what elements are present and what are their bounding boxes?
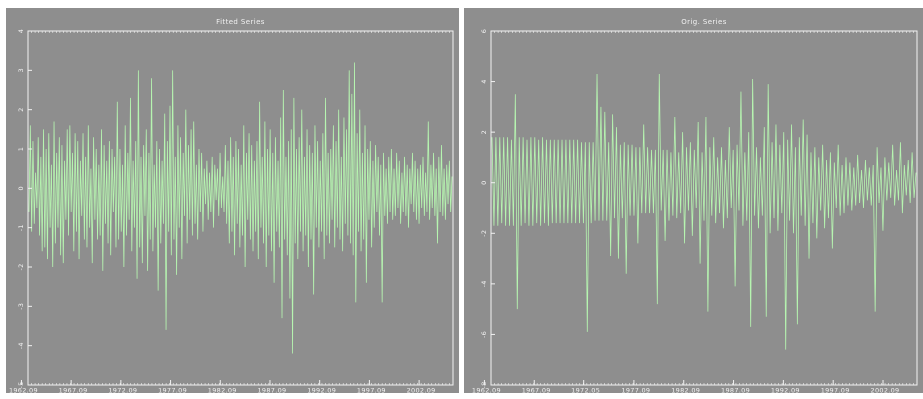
fitted-x-tick-label: 1972.09 [108,387,137,394]
orig-series-chart: Orig. Series6420-2-4-6-81962.091967.0919… [464,8,923,393]
fitted-y-tick-label: 4 [17,29,25,33]
fitted-y-tick-label: 2 [17,107,25,111]
fitted-series-plot: Fitted Series43210-1-2-3-4-51962.091967.… [9,18,454,394]
orig-series-line-0 [491,73,917,350]
fitted-x-tick-label: 1962.09 [9,387,38,394]
fitted-x-tick-label: 1982.09 [208,387,237,394]
fitted-y-tick-label: -4 [17,342,25,349]
fitted-y-tick-label: 1 [17,147,25,151]
orig-y-tick-label: 0 [480,180,488,184]
orig-x-tick-label: 1962.09 [472,387,501,394]
fitted-y-tick-label: -3 [17,303,25,310]
orig-y-tick-label: -2 [480,230,488,237]
fitted-chart-title: Fitted Series [216,18,265,26]
orig-x-tick-label: 2002.09 [871,387,900,394]
fitted-y-tick-label: 0 [17,186,25,190]
orig-chart-title: Orig. Series [681,18,727,26]
orig-y-tick-label: 6 [480,29,488,33]
fitted-x-tick-label: 1992.09 [307,387,336,394]
fitted-x-tick-label: 1967.09 [59,387,88,394]
fitted-y-tick-label: -2 [17,263,25,270]
orig-x-tick-label: 1982.09 [671,387,700,394]
fitted-x-tick-label: 1997.09 [357,387,386,394]
orig-y-tick-label: 2 [480,130,488,134]
fitted-x-tick-label: 2002.09 [407,387,436,394]
orig-x-tick-label: 1997.09 [821,387,850,394]
orig-x-tick-label: 1972.05 [571,387,600,394]
orig-y-tick-label: 4 [480,79,488,83]
orig-y-tick-label: -4 [480,280,488,287]
fitted-series-line-0 [28,62,453,354]
fitted-x-tick-label: 1977.09 [158,387,187,394]
fitted-series-chart: Fitted Series43210-1-2-3-4-51962.091967.… [6,8,459,393]
fitted-x-tick-label: 1987.09 [257,387,286,394]
orig-series-plot: Orig. Series6420-2-4-6-81962.091967.0919… [472,18,918,394]
orig-x-tick-label: 1977.09 [621,387,650,394]
orig-x-tick-label: 1987.09 [721,387,750,394]
fitted-y-tick-label: -1 [17,224,25,231]
orig-y-tick-label: -6 [480,331,488,338]
fitted-y-tick-label: 3 [17,68,25,72]
orig-x-tick-label: 1967.09 [522,387,551,394]
orig-x-tick-label: 1992.09 [771,387,800,394]
